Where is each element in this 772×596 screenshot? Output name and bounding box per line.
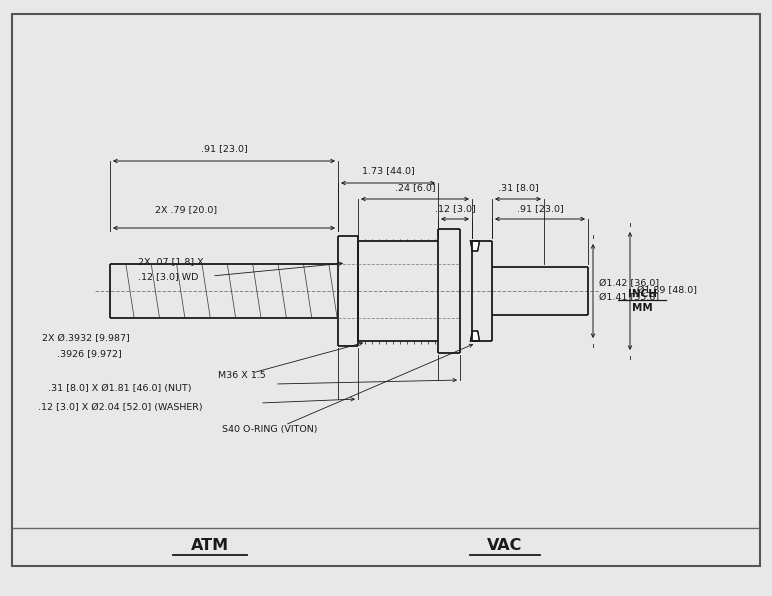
Text: S40 O-RING (VITON): S40 O-RING (VITON): [222, 425, 317, 434]
Text: M36 X 1.5: M36 X 1.5: [218, 371, 266, 380]
Text: Ø1.41 [35.8]: Ø1.41 [35.8]: [599, 293, 659, 303]
Text: .31 [8.0]: .31 [8.0]: [498, 183, 538, 192]
Text: 2X .79 [20.0]: 2X .79 [20.0]: [155, 205, 217, 214]
Text: Ø1.89 [48.0]: Ø1.89 [48.0]: [637, 287, 697, 296]
Text: INCH: INCH: [628, 289, 656, 299]
Text: .91 [23.0]: .91 [23.0]: [516, 204, 564, 213]
Polygon shape: [470, 331, 479, 341]
Text: 2X Ø.3932 [9.987]: 2X Ø.3932 [9.987]: [42, 334, 130, 343]
Text: .12 [3.0]: .12 [3.0]: [435, 204, 476, 213]
Text: Ø1.42 [36.0]: Ø1.42 [36.0]: [599, 280, 659, 288]
Text: 1.73 [44.0]: 1.73 [44.0]: [361, 166, 415, 175]
Text: .24 [6.0]: .24 [6.0]: [394, 183, 435, 192]
Text: .91 [23.0]: .91 [23.0]: [201, 144, 247, 153]
Text: .12 [3.0] X Ø2.04 [52.0] (WASHER): .12 [3.0] X Ø2.04 [52.0] (WASHER): [38, 403, 202, 412]
Text: ATM: ATM: [191, 539, 229, 554]
Text: VAC: VAC: [487, 539, 523, 554]
Text: 2X .07 [1.8] X: 2X .07 [1.8] X: [138, 257, 204, 266]
Text: MM: MM: [631, 303, 652, 313]
Text: .3926 [9.972]: .3926 [9.972]: [42, 349, 122, 358]
Text: .12 [3.0] WD: .12 [3.0] WD: [138, 272, 198, 281]
Text: .31 [8.0] X Ø1.81 [46.0] (NUT): .31 [8.0] X Ø1.81 [46.0] (NUT): [48, 384, 191, 393]
Polygon shape: [470, 241, 479, 251]
